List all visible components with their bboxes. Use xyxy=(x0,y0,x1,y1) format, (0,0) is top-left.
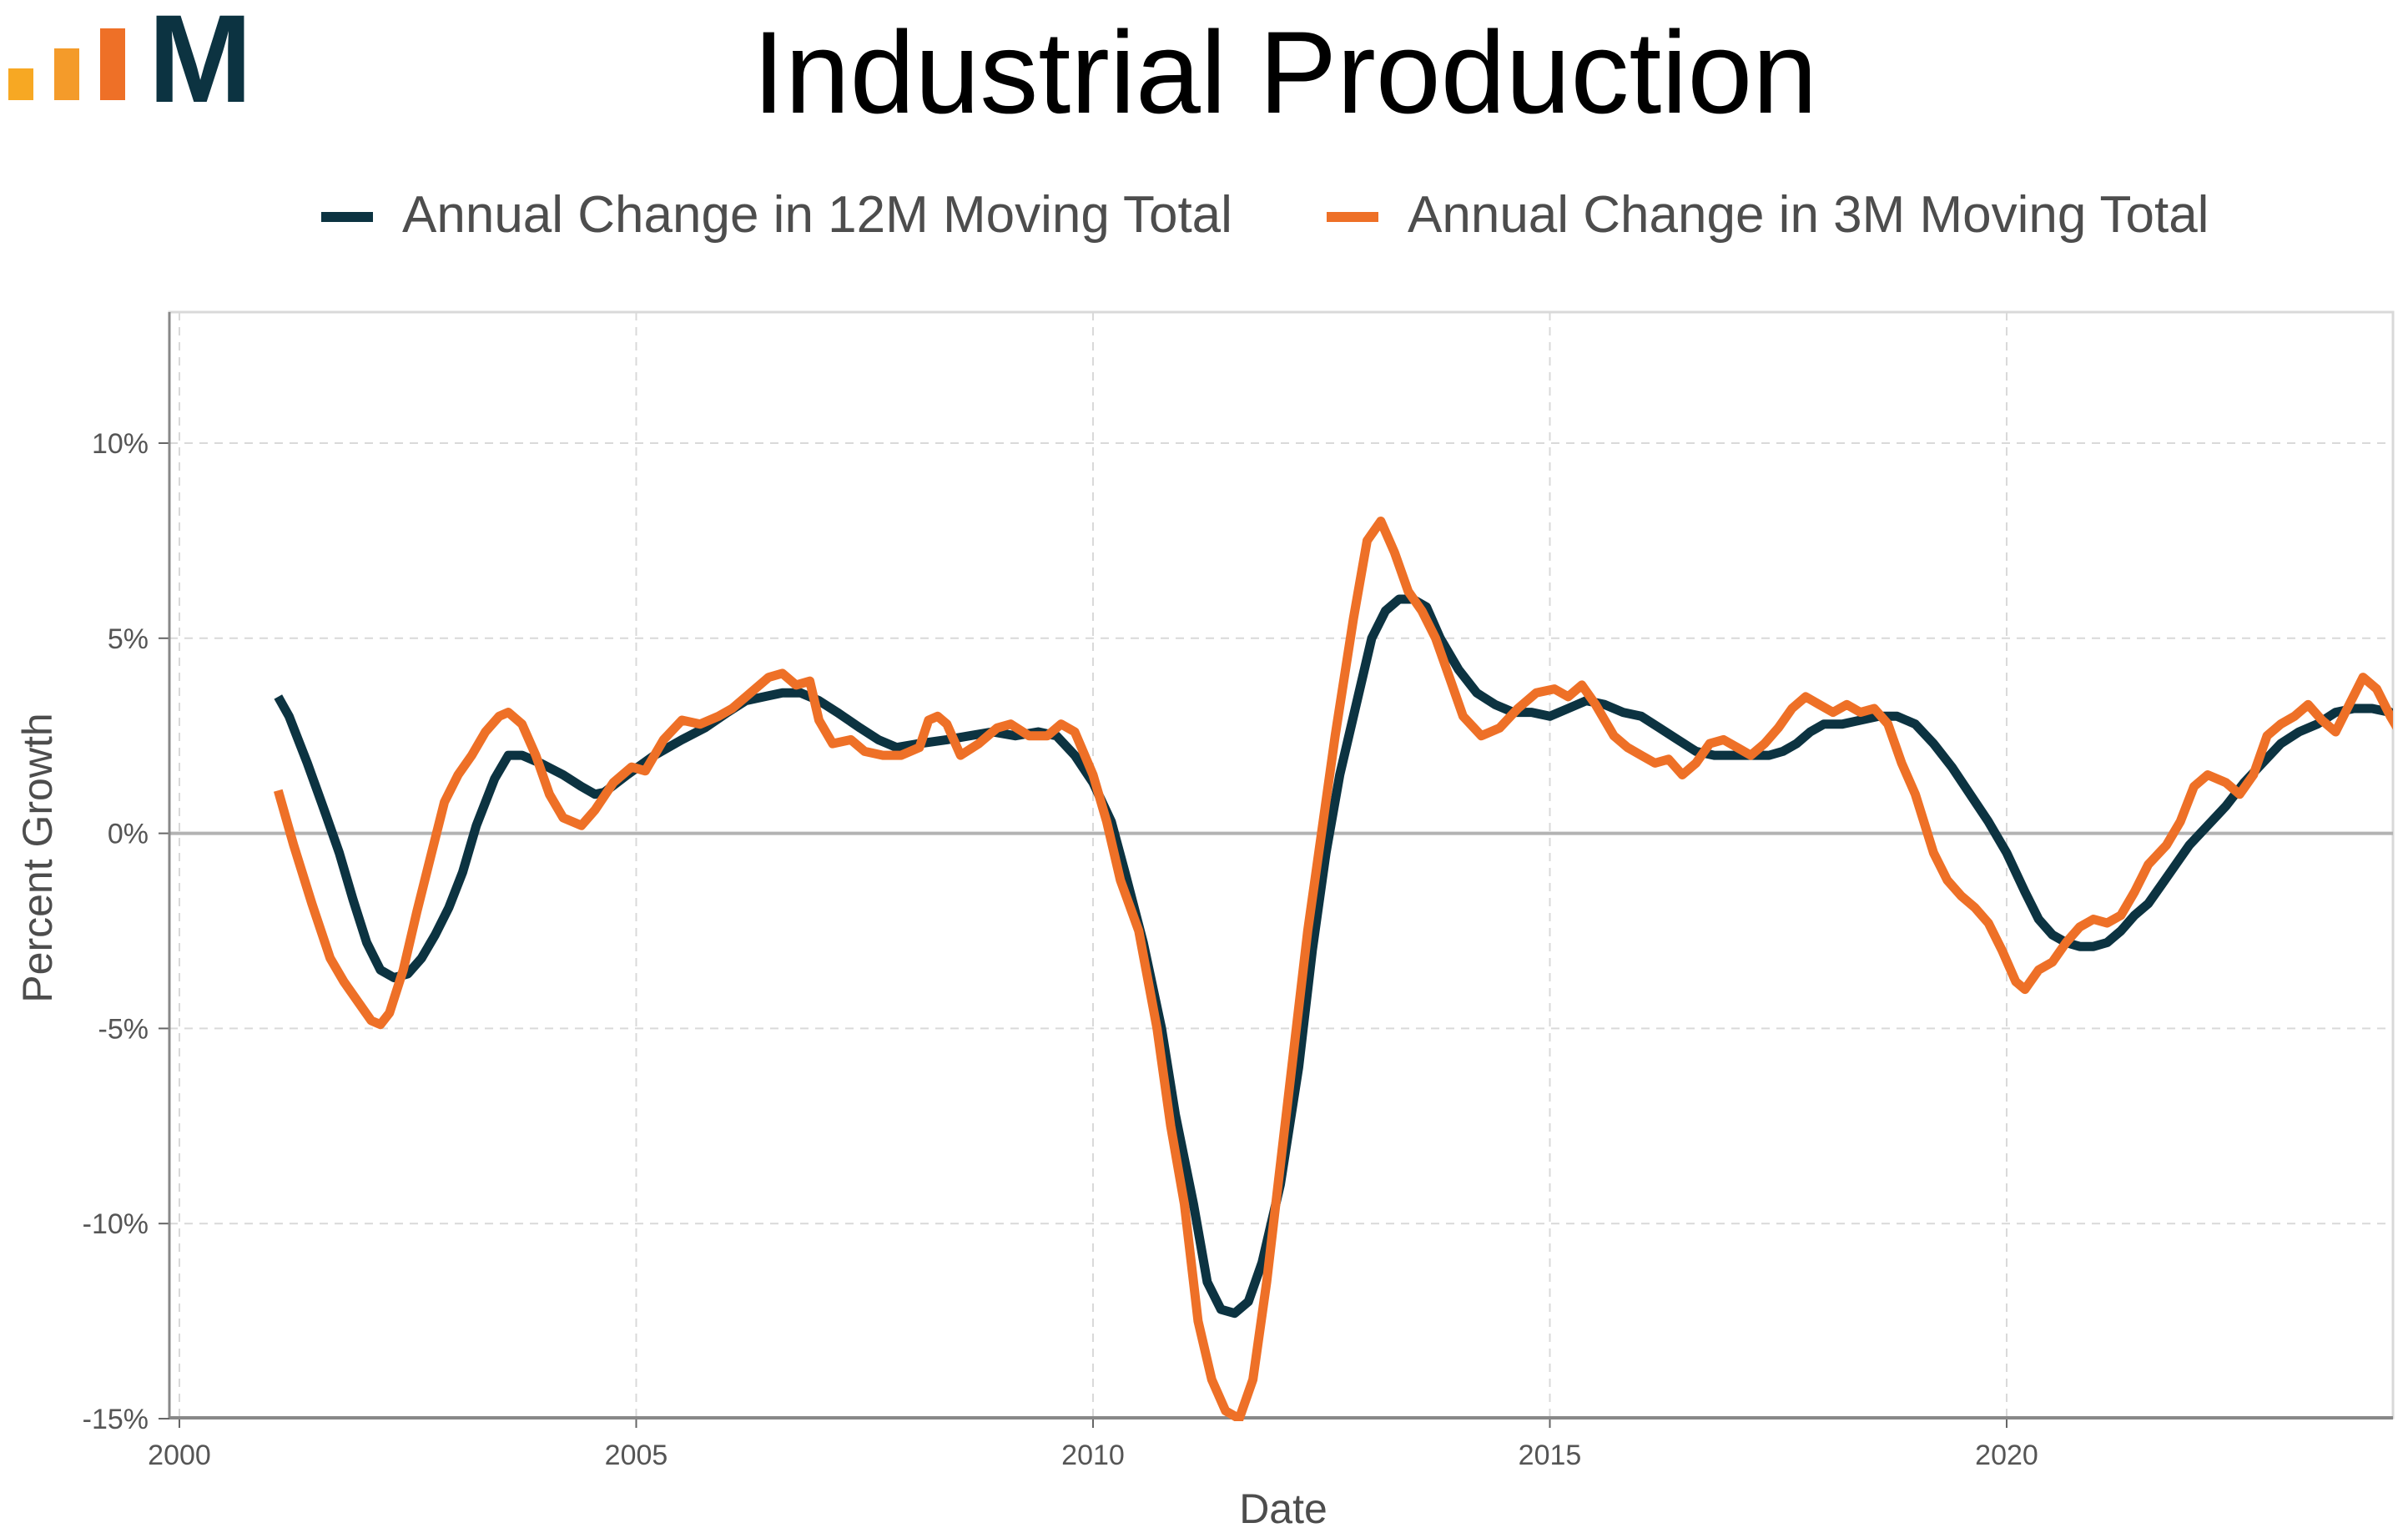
y-tick-label: 5% xyxy=(108,623,149,655)
series-layer xyxy=(274,517,2393,1421)
legend: Annual Change in 12M Moving Total Annual… xyxy=(321,186,2209,244)
axes xyxy=(159,312,2393,1428)
chart-title: Industrial Production xyxy=(753,7,1817,138)
plot-panel xyxy=(168,310,2395,1419)
series-line-3m xyxy=(274,517,2393,1421)
logo-bar-1 xyxy=(8,68,33,100)
y-tick-label: 0% xyxy=(108,819,149,850)
logo-letter: M xyxy=(149,0,253,129)
y-tick-label: 10% xyxy=(92,428,149,460)
y-axis-title: Percent Growth xyxy=(14,713,61,1002)
x-tick-label: 2000 xyxy=(148,1440,211,1471)
legend-label-3m: Annual Change in 3M Moving Total xyxy=(1408,186,2209,244)
grid xyxy=(169,312,2393,1418)
legend-label-12m: Annual Change in 12M Moving Total xyxy=(402,186,1232,244)
y-tick-label: -10% xyxy=(83,1208,149,1240)
logo-bar-2 xyxy=(54,48,79,100)
x-tick-label: 2020 xyxy=(1975,1440,2038,1471)
logo-bar-3 xyxy=(100,28,125,100)
x-tick-label: 2015 xyxy=(1519,1440,1582,1471)
y-tick-label: -5% xyxy=(98,1013,149,1045)
logo: M xyxy=(8,0,252,129)
x-axis-title: Date xyxy=(1239,1485,1327,1532)
y-tick-label: -15% xyxy=(83,1404,149,1435)
x-tick-label: 2005 xyxy=(605,1440,668,1471)
x-tick-label: 2010 xyxy=(1061,1440,1125,1471)
tick-labels: -15% -10% -5% 0% 5% 10% 2000 2005 2010 2015 2020 xyxy=(83,428,2038,1471)
